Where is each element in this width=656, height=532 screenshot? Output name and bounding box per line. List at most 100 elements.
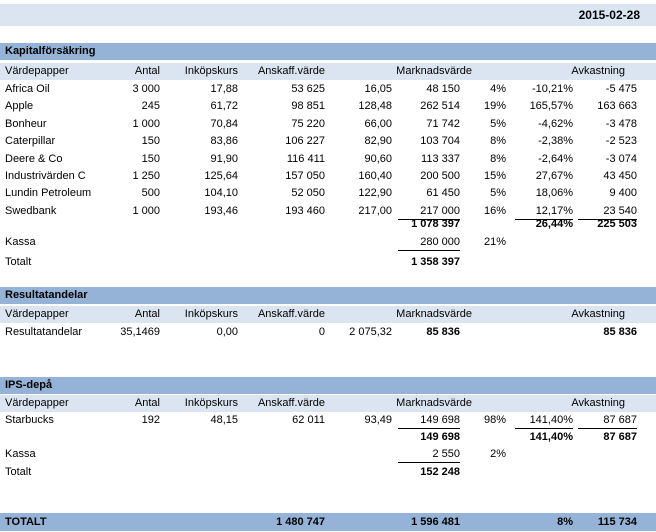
col-anskaff: Anskaff.värde (257, 397, 325, 409)
col-inkopskurs: Inköpskurs (184, 65, 238, 77)
col-marknadsvarde: Marknadsvärde (396, 65, 472, 77)
cell-andel: 8% (490, 152, 506, 165)
cell-kurs: 128,48 (358, 100, 392, 113)
cell-name: Swedbank (5, 204, 57, 217)
grand-total-anskaff: 1 480 747 (276, 516, 325, 528)
cell-marknadsvarde: 217 000 (398, 203, 460, 220)
cell-inkopskurs: 48,15 (210, 414, 238, 426)
cell-antal: 1 000 (132, 117, 160, 130)
cell-name: Resultatandelar (5, 326, 83, 338)
ips-kassa-row: Kassa 2 550 2% (0, 446, 656, 463)
cell-avkastning-kr: -3 478 (605, 117, 637, 130)
cell-inkopskurs: 104,10 (204, 187, 238, 200)
cell-avkastning-kr: -2 523 (605, 135, 637, 148)
cell-inkopskurs: 193,46 (204, 204, 238, 217)
table-row: Swedbank 1 000 193,46 193 460 217,00 217 000 1… (0, 203, 656, 220)
table-row: Lundin Petroleum 500 104,10 52 050 122,90 61 … (0, 185, 656, 202)
report-date: 2015-02-28 (578, 8, 640, 22)
cell-avkastning-kr: 43 450 (603, 170, 637, 182)
subtotal-avkastning-pct: 26,44% (535, 218, 573, 230)
col-avkastning: Avkastning (571, 397, 625, 409)
section-kapitalforsakring: Kapitalförsäkring (0, 43, 656, 60)
cell-anskaff: 75 220 (291, 117, 325, 130)
cell-avkastning-kr: -5 475 (605, 83, 637, 95)
cell-inkopskurs: 125,64 (204, 170, 238, 182)
cell-kurs: 90,60 (364, 152, 392, 165)
kassa-andel: 21% (483, 236, 506, 248)
cell-antal: 1 000 (132, 204, 160, 217)
cell-antal: 150 (141, 135, 160, 148)
table-row: Industrivärden C 1 250 125,64 157 050 160,40… (0, 168, 656, 185)
col-anskaff: Anskaff.värde (257, 308, 325, 320)
col-avkastning: Avkastning (571, 308, 625, 320)
cell-antal: 1 250 (132, 170, 160, 182)
col-inkopskurs: Inköpskurs (184, 308, 238, 320)
section-title: Resultatandelar (5, 289, 88, 301)
cell-kurs: 2 075,32 (349, 326, 392, 338)
totalt-label: Totalt (5, 256, 32, 268)
table-row: Caterpillar 150 83,86 106 227 82,90 103 704 8%… (0, 133, 656, 150)
cell-kurs: 16,05 (364, 83, 392, 95)
section-title: Kapitalförsäkring (5, 45, 96, 57)
cell-kurs: 217,00 (358, 204, 392, 217)
cell-name: Deere & Co (5, 152, 63, 165)
cell-kurs: 66,00 (364, 117, 392, 130)
subtotal-avkastning-kr: 225 503 (597, 218, 637, 230)
kassa-marknadsvarde: 280 000 (398, 234, 460, 251)
cell-anskaff: 106 227 (285, 135, 325, 148)
cell-inkopskurs: 61,72 (210, 100, 238, 113)
cell-avkastning-kr: 163 663 (597, 100, 637, 113)
cell-marknadsvarde: 149 698 (398, 412, 460, 429)
cell-avkastning-pct: -10,21% (532, 83, 573, 95)
cell-antal: 150 (141, 152, 160, 165)
cell-antal: 3 000 (132, 83, 160, 95)
grand-total-marknadsvarde: 1 596 481 (411, 516, 460, 528)
section-ips-depa: IPS-depå (0, 377, 656, 394)
section-title: IPS-depå (5, 379, 53, 391)
cell-avkastning-pct: 12,17% (515, 203, 573, 220)
kassa-marknadsvarde: 2 550 (398, 446, 460, 463)
col-anskaff: Anskaff.värde (257, 65, 325, 77)
col-antal: Antal (134, 308, 160, 320)
cell-anskaff: 193 460 (285, 204, 325, 217)
cell-name: Bonheur (5, 117, 47, 130)
cell-inkopskurs: 91,90 (210, 152, 238, 165)
table-row: Resultatandelar 35,1469 0,00 0 2 075,32 … (0, 324, 656, 341)
cell-avkastning-pct: -2,64% (538, 152, 573, 165)
kassa-label: Kassa (5, 236, 36, 248)
cell-andel: 4% (490, 83, 506, 95)
kassa-andel: 2% (490, 448, 506, 460)
ips-subtotal-row: 149 698 141,40% 87 687 (0, 429, 656, 446)
grand-total-label: TOTALT (5, 516, 47, 528)
cell-andel: 8% (490, 135, 506, 148)
table-row: Deere & Co 150 91,90 116 411 90,60 113 337 8% -… (0, 151, 656, 168)
col-antal: Antal (134, 65, 160, 77)
cell-anskaff: 0 (318, 326, 325, 338)
cell-anskaff: 52 050 (291, 187, 325, 200)
table-row: Starbucks 192 48,15 62 011 93,49 149 698… (0, 412, 656, 429)
cell-name: Industrivärden C (5, 170, 86, 182)
grand-total-avkastning-kr: 115 734 (597, 516, 637, 528)
cell-inkopskurs: 83,86 (210, 135, 238, 148)
date-band: 2015-02-28 (0, 4, 656, 26)
cell-name: Africa Oil (5, 83, 50, 95)
cell-kurs: 122,90 (358, 187, 392, 200)
table-row: Apple 245 61,72 98 851 128,48 262 514 19% 165,5… (0, 98, 656, 115)
col-vardepapper: Värdepapper (5, 65, 69, 77)
cell-marknadsvarde: 103 704 (420, 135, 460, 148)
kassa-label: Kassa (5, 448, 36, 460)
table-header: Värdepapper Antal Inköpskurs Anskaff.vär… (0, 395, 656, 412)
cell-avkastning-pct: 165,57% (529, 100, 573, 113)
grand-total-avkastning-pct: 8% (557, 516, 573, 528)
cell-anskaff: 98 851 (291, 100, 325, 113)
cell-avkastning-pct: 18,06% (535, 187, 573, 200)
cell-avkastning-pct: 27,67% (535, 170, 573, 182)
col-marknadsvarde: Marknadsvärde (396, 308, 472, 320)
cell-marknadsvarde: 85 836 (426, 326, 460, 338)
subtotal-avkastning-pct: 141,40% (529, 431, 573, 443)
col-inkopskurs: Inköpskurs (184, 397, 238, 409)
cell-andel: 98% (483, 414, 506, 426)
cell-avkastning-pct: -2,38% (538, 135, 573, 148)
cell-avkastning-pct: 141,40% (515, 412, 573, 429)
cell-andel: 19% (483, 100, 506, 113)
